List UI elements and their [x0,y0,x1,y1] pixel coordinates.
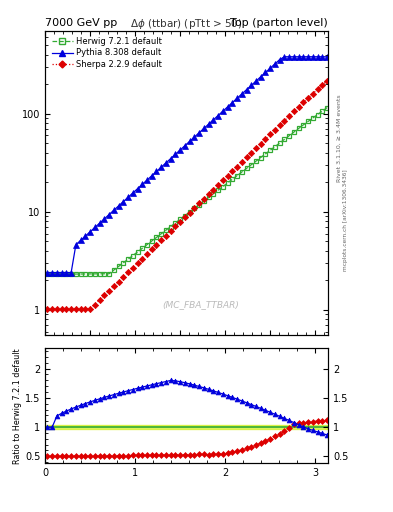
Text: Rivet 3.1.10, ≥ 3.4M events: Rivet 3.1.10, ≥ 3.4M events [336,94,341,182]
Legend: Herwig 7.2.1 default, Pythia 8.308 default, Sherpa 2.2.9 default: Herwig 7.2.1 default, Pythia 8.308 defau… [50,35,164,71]
Text: 7000 GeV pp: 7000 GeV pp [45,18,118,28]
Title: $\Delta\phi$ (ttbar) (pTtt > 50): $\Delta\phi$ (ttbar) (pTtt > 50) [130,16,243,31]
Text: mcplots.cern.ch [arXiv:1306.3436]: mcplots.cern.ch [arXiv:1306.3436] [343,169,347,271]
Text: (MC_FBA_TTBAR): (MC_FBA_TTBAR) [162,301,239,309]
Y-axis label: Ratio to Herwig 7.2.1 default: Ratio to Herwig 7.2.1 default [13,348,22,463]
Text: Top (parton level): Top (parton level) [230,18,328,28]
Bar [45,425,328,430]
